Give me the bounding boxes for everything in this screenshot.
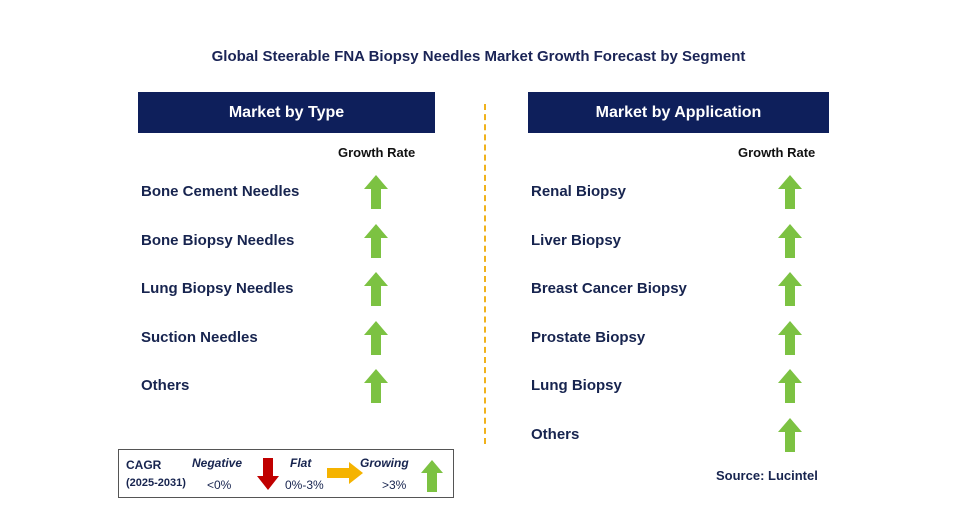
application-growth-arrow-icon [778,272,802,306]
legend-period: (2025-2031) [126,477,186,489]
negative-arrow-icon [257,458,279,490]
panel-divider [484,104,486,444]
type-row-label: Suction Needles [141,328,258,346]
application-row-label: Renal Biopsy [531,183,627,200]
type-growth-arrow-icon [364,320,388,355]
legend-cagr-label: CAGR [126,458,162,472]
type-row-label: Others [141,377,190,394]
type-growth-arrow-icon [364,223,388,258]
type-row-label: Lung Biopsy Needles [141,280,294,297]
legend-negative-label: Negative [192,456,243,470]
type-growth-rate-header: Growth Rate [338,145,416,160]
type-row-label: Bone Cement Needles [141,183,300,200]
application-growth-arrow-icon [778,175,802,209]
chart-title: Global Steerable FNA Biopsy Needles Mark… [211,48,746,65]
application-growth-arrow-icon [778,223,802,258]
legend-flat-range: 0%-3% [285,478,324,492]
type-growth-arrow-icon [364,272,388,306]
application-growth-arrow-icon [778,320,802,355]
application-row-label: Breast Cancer Biopsy [531,280,687,297]
legend-growing-label: Growing [360,456,409,470]
application-growth-arrow-icon [778,417,802,452]
application-growth-rate-header: Growth Rate [738,145,816,160]
type-growth-arrow-icon [364,175,388,209]
application-row-label: Others [531,425,580,443]
cagr-legend: CAGR (2025-2031) Negative <0% Flat 0%-3%… [118,449,454,498]
application-growth-arrow-icon [778,369,802,403]
legend-growing-range: >3% [382,478,407,492]
application-row-label: Liver Biopsy [531,231,622,249]
type-row-label: Bone Biopsy Needles [141,231,295,249]
legend-flat-label: Flat [290,456,312,470]
growing-arrow-icon [421,460,443,492]
source-note: Source: Lucintel [716,468,818,483]
type-panel-header: Market by Type [138,92,435,133]
application-row-label: Lung Biopsy [531,377,622,394]
application-panel-header: Market by Application [528,92,829,133]
application-row-label: Prostate Biopsy [531,328,646,346]
legend-negative-range: <0% [207,478,232,492]
flat-arrow-icon [327,462,363,484]
type-growth-arrow-icon [364,369,388,403]
